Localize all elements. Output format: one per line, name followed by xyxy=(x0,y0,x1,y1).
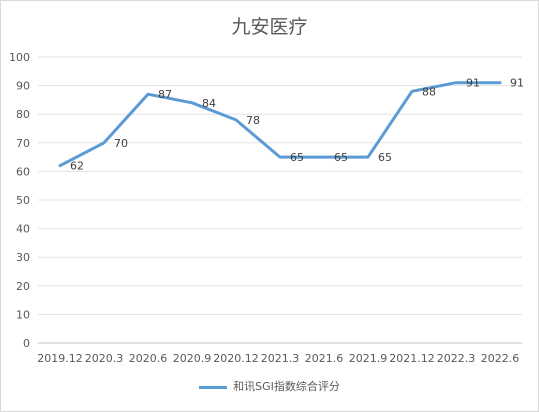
data-label: 84 xyxy=(202,97,216,110)
legend-label: 和讯SGI指数综合评分 xyxy=(233,380,340,393)
y-tick-label: 70 xyxy=(16,137,30,150)
x-tick-label: 2020.12 xyxy=(213,352,259,365)
y-tick-label: 40 xyxy=(16,223,30,236)
y-tick-label: 0 xyxy=(23,337,30,350)
x-tick-label: 2022.3 xyxy=(437,352,476,365)
y-axis-ticks: 0 10 20 30 40 50 60 70 80 90 100 xyxy=(9,51,30,350)
y-tick-label: 80 xyxy=(16,108,30,121)
chart-title: 九安医疗 xyxy=(231,16,308,38)
data-label: 91 xyxy=(510,77,524,90)
legend: 和讯SGI指数综合评分 xyxy=(0,378,539,394)
y-tick-label: 10 xyxy=(16,308,30,321)
x-axis-ticks: 2019.12 2020.3 2020.6 2020.9 2020.12 2021.3 20… xyxy=(37,352,519,365)
gridlines xyxy=(38,56,522,344)
data-label: 91 xyxy=(466,77,480,90)
data-label: 65 xyxy=(290,151,304,164)
data-label: 70 xyxy=(114,137,128,150)
x-tick-label: 2020.9 xyxy=(173,352,212,365)
x-tick-label: 2021.3 xyxy=(261,352,300,365)
x-tick-label: 2019.12 xyxy=(37,352,83,365)
data-label: 88 xyxy=(422,85,436,98)
y-tick-label: 50 xyxy=(16,194,30,207)
y-tick-label: 100 xyxy=(9,51,30,64)
data-label: 78 xyxy=(246,114,260,127)
x-tick-label: 2022.6 xyxy=(481,352,520,365)
data-label: 87 xyxy=(158,88,172,101)
legend-swatch xyxy=(199,385,228,389)
y-tick-label: 90 xyxy=(16,80,30,93)
y-tick-label: 60 xyxy=(16,165,30,178)
data-label: 65 xyxy=(334,151,348,164)
x-tick-label: 2021.9 xyxy=(349,352,388,365)
y-tick-label: 20 xyxy=(16,280,30,293)
x-tick-label: 2020.6 xyxy=(129,352,168,365)
y-tick-label: 30 xyxy=(16,251,30,264)
x-tick-label: 2021.12 xyxy=(389,352,435,365)
series-layer xyxy=(58,81,502,168)
data-labels: 62 70 87 84 78 65 65 65 88 91 91 xyxy=(70,77,524,173)
x-tick-label: 2021.6 xyxy=(305,352,344,365)
data-label: 62 xyxy=(70,160,84,173)
data-label: 65 xyxy=(378,151,392,164)
x-tick-label: 2020.3 xyxy=(85,352,124,365)
series-line xyxy=(58,81,502,168)
